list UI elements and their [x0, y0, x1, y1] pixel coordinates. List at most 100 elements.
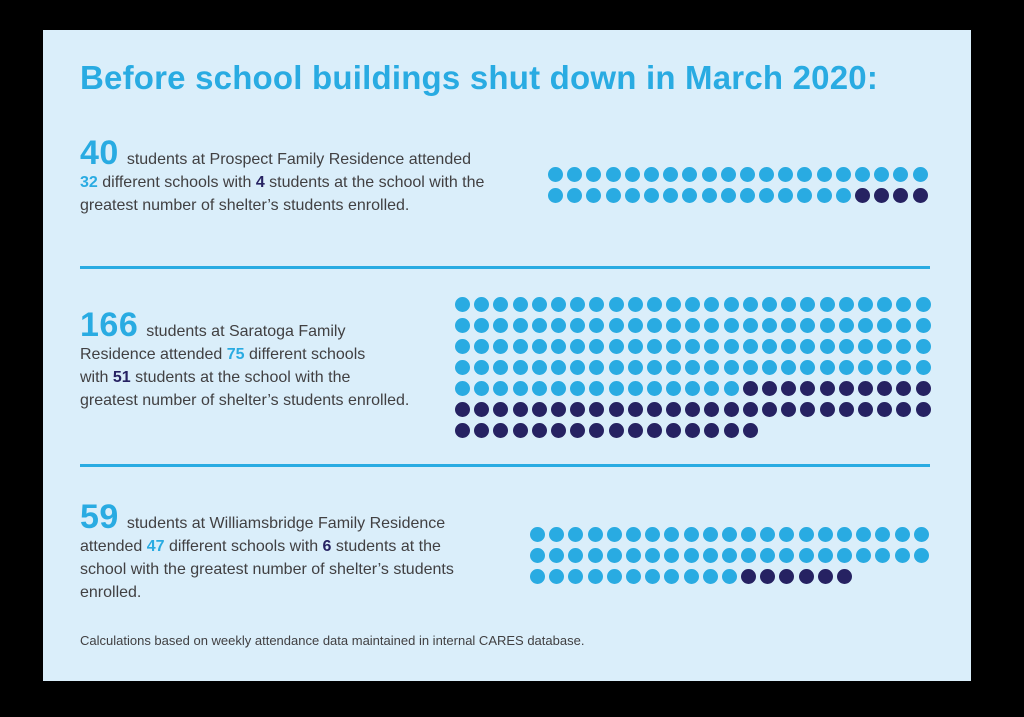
- student-dot: [819, 360, 835, 375]
- student-dot: [877, 339, 893, 354]
- dot-row: [455, 360, 931, 375]
- student-dot: [548, 167, 563, 182]
- largest-school-student-dot: [838, 381, 854, 396]
- student-dot: [723, 318, 739, 333]
- dot-row: [455, 381, 931, 396]
- stat-highlight-number: 75: [226, 346, 245, 363]
- largest-school-student-dot: [455, 423, 470, 438]
- student-dot: [570, 381, 586, 396]
- student-dot: [608, 297, 624, 312]
- largest-school-student-dot: [455, 402, 470, 417]
- stat-text: students at Prospect Family Residence at…: [126, 151, 472, 168]
- student-dot: [781, 318, 797, 333]
- student-dot: [877, 297, 893, 312]
- student-dot: [837, 548, 852, 563]
- student-dot: [567, 188, 583, 203]
- student-dot: [646, 381, 662, 396]
- student-dot: [589, 339, 605, 354]
- student-dot: [512, 381, 528, 396]
- student-dot: [455, 297, 470, 312]
- student-dot: [875, 527, 891, 542]
- largest-school-student-dot: [627, 402, 643, 417]
- student-dot: [819, 318, 835, 333]
- student-dot: [646, 339, 662, 354]
- student-dot: [723, 360, 739, 375]
- largest-school-student-dot: [742, 402, 758, 417]
- student-dot: [587, 569, 603, 584]
- student-dot: [589, 297, 605, 312]
- largest-school-student-dot: [723, 423, 739, 438]
- largest-school-student-dot: [915, 381, 931, 396]
- student-dot: [797, 188, 813, 203]
- student-dot: [875, 548, 891, 563]
- student-dot: [798, 548, 814, 563]
- stat-highlight-number: 47: [146, 538, 165, 555]
- student-dot: [762, 318, 777, 333]
- student-dot: [739, 188, 755, 203]
- dot-row: [530, 569, 929, 584]
- student-dot: [664, 527, 680, 542]
- largest-school-student-dot: [531, 423, 547, 438]
- student-dot: [798, 527, 814, 542]
- student-dot: [530, 569, 545, 584]
- student-dot: [683, 548, 699, 563]
- student-dot: [664, 569, 680, 584]
- student-dot: [721, 569, 737, 584]
- largest-school-student-dot: [837, 569, 852, 584]
- student-dot: [896, 360, 912, 375]
- student-dot: [530, 548, 545, 563]
- stat-highlight-number: 4: [255, 174, 265, 191]
- dot-row: [455, 339, 931, 354]
- student-dot: [721, 527, 737, 542]
- student-dot: [855, 167, 870, 182]
- student-dot: [800, 318, 816, 333]
- stat-text: with: [80, 369, 113, 386]
- student-dot: [720, 188, 736, 203]
- student-dot: [685, 339, 701, 354]
- student-dot: [586, 188, 602, 203]
- student-dot: [589, 318, 605, 333]
- dot-row: [548, 167, 928, 182]
- student-dot: [759, 188, 775, 203]
- largest-school-student-dot: [742, 381, 758, 396]
- student-dot: [646, 297, 662, 312]
- stat-text: school with the greatest number of shelt…: [80, 561, 454, 578]
- student-dot: [493, 318, 509, 333]
- largest-school-student-dot: [877, 381, 893, 396]
- student-dot: [531, 297, 547, 312]
- student-dot: [608, 318, 624, 333]
- student-dot: [742, 360, 758, 375]
- dot-row: [455, 402, 931, 417]
- largest-school-student-dot: [666, 402, 682, 417]
- student-dot: [704, 360, 720, 375]
- student-dot: [550, 360, 566, 375]
- student-dot: [624, 188, 640, 203]
- student-dot: [550, 318, 566, 333]
- largest-school-student-dot: [608, 423, 624, 438]
- largest-school-student-dot: [893, 188, 909, 203]
- largest-school-student-dot: [760, 569, 776, 584]
- largest-school-student-dot: [627, 423, 643, 438]
- dot-row: [548, 188, 928, 203]
- stat-text: students at the school with the: [130, 369, 351, 386]
- student-dot: [589, 381, 605, 396]
- student-dot: [857, 339, 873, 354]
- student-dot: [838, 318, 854, 333]
- student-dot: [455, 339, 470, 354]
- largest-school-student-dot: [742, 423, 758, 438]
- student-dot: [608, 381, 624, 396]
- largest-school-student-dot: [798, 569, 814, 584]
- student-dot: [779, 548, 795, 563]
- student-dot: [666, 297, 682, 312]
- student-dot: [570, 297, 586, 312]
- student-dot: [608, 339, 624, 354]
- student-dot: [835, 167, 851, 182]
- student-dot: [704, 381, 720, 396]
- largest-school-student-dot: [550, 423, 566, 438]
- student-dot: [474, 381, 490, 396]
- student-dot: [606, 569, 622, 584]
- student-dot: [894, 527, 910, 542]
- stat-text: different schools with: [97, 174, 256, 191]
- largest-school-student-dot: [474, 402, 490, 417]
